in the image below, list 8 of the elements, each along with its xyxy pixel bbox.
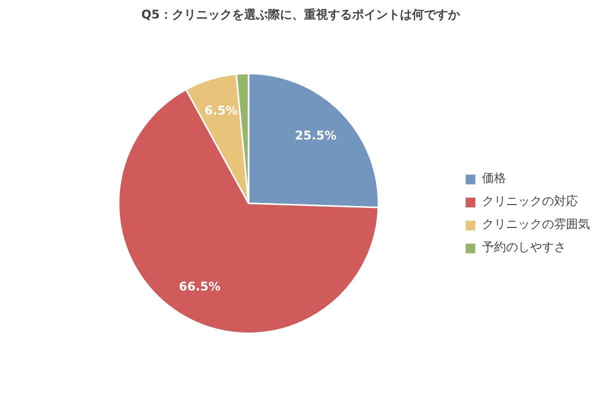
chart-title: Q5：クリニックを選ぶ際に、重視するポイントは何ですか: [141, 8, 461, 22]
data-label: 66.5%: [178, 279, 221, 294]
data-label: 6.5%: [204, 103, 238, 118]
legend-label: クリニックの対応: [482, 193, 578, 210]
legend-label: 価格: [482, 170, 506, 187]
legend-label: クリニックの雰囲気: [482, 216, 590, 233]
legend-label: 予約のしやすさ: [482, 239, 566, 256]
data-label: 25.5%: [294, 128, 337, 143]
